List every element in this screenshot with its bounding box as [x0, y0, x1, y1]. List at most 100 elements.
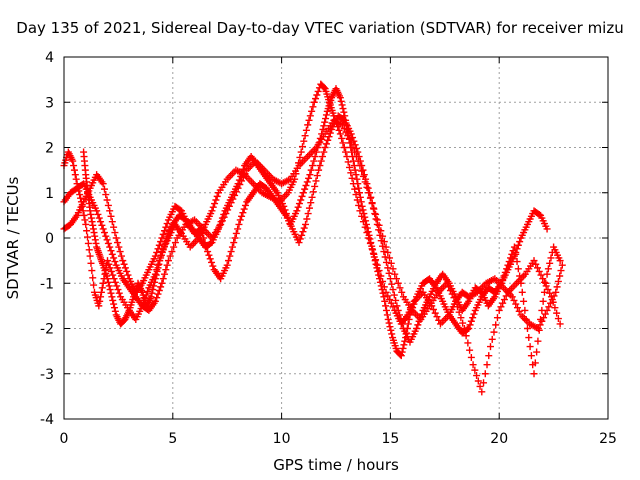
data-point — [335, 126, 343, 134]
data-point — [483, 361, 491, 369]
data-point — [380, 238, 388, 246]
data-point — [344, 130, 352, 138]
data-point — [391, 270, 399, 278]
data-point — [348, 148, 356, 156]
data-point — [553, 283, 561, 291]
y-tick-label: -4 — [40, 412, 54, 428]
data-point — [358, 162, 366, 170]
data-point — [521, 306, 529, 314]
data-point — [375, 271, 383, 279]
data-point — [109, 271, 117, 279]
data-point — [103, 236, 111, 244]
data-point — [241, 201, 249, 209]
data-point — [295, 239, 303, 247]
data-point — [351, 166, 359, 174]
data-point — [533, 264, 541, 272]
data-point — [526, 343, 534, 351]
data-point — [322, 115, 330, 123]
data-point — [464, 339, 472, 347]
data-point — [72, 175, 80, 183]
data-point — [414, 321, 422, 329]
data-point — [150, 282, 158, 290]
data-point — [390, 291, 398, 299]
data-point — [280, 202, 288, 210]
data-point — [363, 180, 371, 188]
data-point — [305, 174, 313, 182]
data-point — [537, 315, 545, 323]
data-point — [386, 296, 394, 304]
data-point — [148, 289, 156, 297]
data-point — [77, 194, 85, 202]
data-point — [216, 221, 224, 229]
y-tick-label: -3 — [40, 367, 54, 383]
data-point — [212, 196, 220, 204]
data-point — [376, 231, 384, 239]
data-point — [111, 229, 119, 237]
data-point — [376, 278, 384, 286]
data-point — [312, 148, 320, 156]
data-point — [196, 226, 204, 234]
y-tick-label: 1 — [45, 186, 54, 202]
data-point — [159, 230, 167, 238]
grid — [64, 57, 608, 419]
data-point — [147, 293, 155, 301]
data-point — [499, 299, 507, 307]
data-point — [313, 91, 321, 99]
data-point — [319, 153, 327, 161]
data-point — [218, 214, 226, 222]
data-point — [164, 257, 172, 265]
data-point — [305, 204, 313, 212]
data-point — [372, 215, 380, 223]
data-point — [307, 166, 315, 174]
data-point — [556, 272, 564, 280]
data-point — [298, 143, 306, 151]
data-point — [301, 132, 309, 140]
data-point — [545, 303, 553, 311]
data-point — [512, 300, 520, 308]
data-point — [538, 306, 546, 314]
data-point — [471, 366, 479, 374]
data-point — [374, 267, 382, 275]
data-point — [87, 259, 95, 267]
data-point — [398, 288, 406, 296]
data-point — [93, 207, 101, 215]
data-point — [336, 130, 344, 138]
data-point — [315, 166, 323, 174]
data-point — [359, 206, 367, 214]
data-point — [530, 257, 538, 265]
data-point — [388, 330, 396, 338]
data-point — [104, 239, 112, 247]
data-point — [171, 239, 179, 247]
data-point — [232, 229, 240, 237]
data-point — [97, 293, 105, 301]
data-point — [307, 199, 315, 207]
data-point — [384, 292, 392, 300]
data-point — [532, 260, 540, 268]
data-point — [386, 323, 394, 331]
data-point — [351, 141, 359, 149]
data-point — [303, 215, 311, 223]
data-point — [497, 303, 505, 311]
data-point — [205, 251, 213, 259]
data-point — [312, 95, 320, 103]
data-point — [71, 171, 79, 179]
data-point — [541, 310, 549, 318]
data-point — [457, 314, 465, 322]
data-point — [176, 206, 184, 214]
data-point — [152, 271, 160, 279]
data-point — [394, 306, 402, 314]
data-point — [100, 229, 108, 237]
data-point — [157, 283, 165, 291]
data-point — [70, 166, 78, 174]
data-point — [96, 297, 104, 305]
data-point — [102, 191, 110, 199]
data-point — [369, 204, 377, 212]
data-point — [349, 157, 357, 165]
series-track-b — [60, 116, 564, 396]
data-point — [238, 212, 246, 220]
data-point — [355, 184, 363, 192]
data-point — [311, 182, 319, 190]
data-point — [321, 118, 329, 126]
data-point — [345, 134, 353, 142]
data-point — [297, 148, 305, 156]
